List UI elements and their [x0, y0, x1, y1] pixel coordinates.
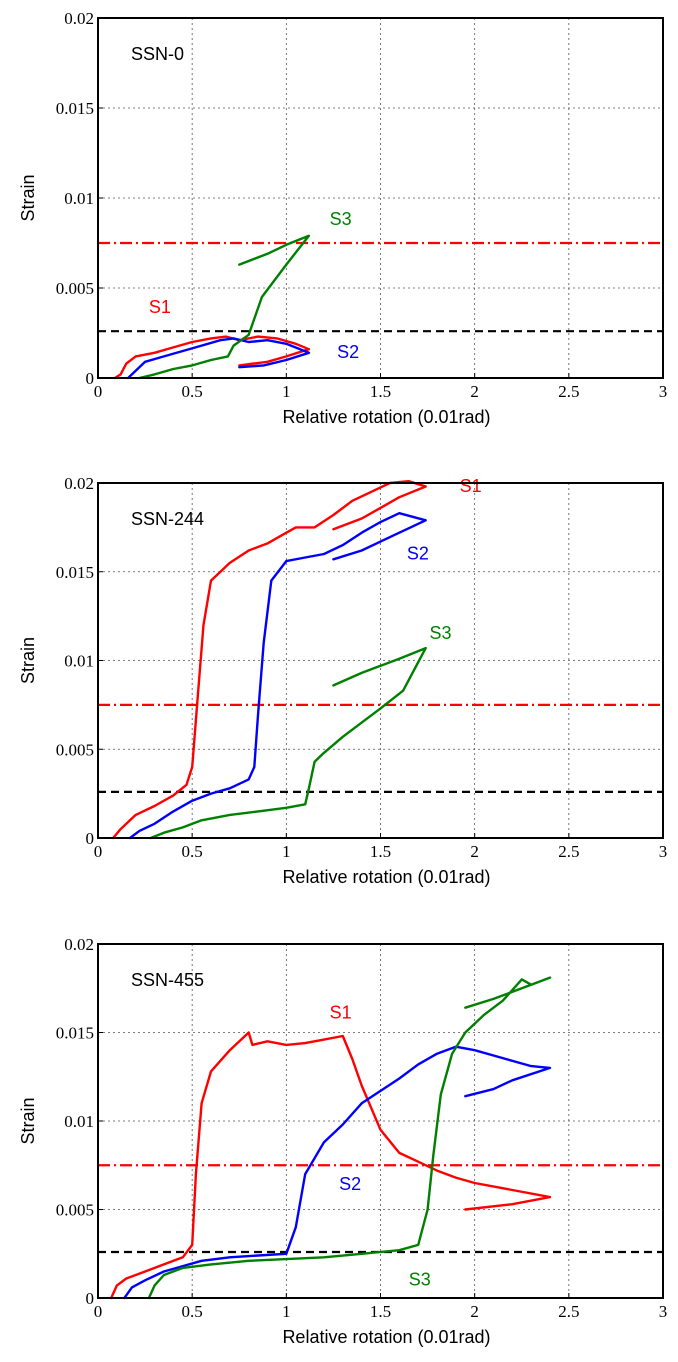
y-axis-label: Strain	[18, 1097, 38, 1144]
x-tick-label: 2	[470, 382, 479, 401]
series-line-s2	[128, 512, 427, 840]
series-label-s1: S1	[330, 1002, 352, 1022]
series-line-s1	[110, 1031, 552, 1300]
series-label-s2: S2	[339, 1174, 361, 1194]
y-tick-label: 0	[86, 829, 95, 848]
y-axis-label: Strain	[18, 637, 38, 684]
y-tick-label: 0	[86, 369, 95, 388]
x-tick-label: 0.5	[182, 382, 203, 401]
y-tick-label: 0.01	[64, 1112, 94, 1131]
x-tick-label: 2.5	[558, 842, 579, 861]
series-line-s3	[149, 646, 427, 840]
x-tick-label: 0.5	[182, 842, 203, 861]
x-tick-label: 3	[659, 1302, 668, 1321]
x-tick-label: 2.5	[558, 1302, 579, 1321]
y-tick-label: 0.01	[64, 189, 94, 208]
chart-panel-ssn-0: S1 S2 S3 0 0.5 1 1.5 2 2.5 3 0 0.005 0.01 0.015 0.02 SS…	[18, 9, 667, 427]
y-tick-label: 0.005	[56, 1201, 94, 1220]
x-tick-label: 2	[470, 1302, 479, 1321]
y-tick-label: 0.015	[56, 563, 94, 582]
y-tick-label: 0.005	[56, 279, 94, 298]
x-tick-label: 1	[282, 382, 291, 401]
y-tick-label: 0.005	[56, 740, 94, 759]
x-tick-label: 2.5	[558, 382, 579, 401]
x-tick-label: 3	[659, 382, 668, 401]
chart-panel-ssn-244: S1 S2 S3 0 0.5 1 1.5 2 2.5 3 0 0.005 0.01 0.015 0.02 SS…	[18, 474, 667, 887]
x-tick-label: 1.5	[370, 842, 391, 861]
series-line-s2	[126, 337, 311, 380]
y-tick-label: 0.02	[64, 474, 94, 493]
x-tick-label: 1	[282, 842, 291, 861]
y-axis-label: Strain	[18, 174, 38, 221]
panel-title: SSN-0	[131, 44, 184, 64]
y-tick-label: 0.02	[64, 9, 94, 28]
x-axis-label: Relative rotation (0.01rad)	[282, 1327, 490, 1347]
x-tick-label: 1.5	[370, 1302, 391, 1321]
x-tick-label: 3	[659, 842, 668, 861]
series-label-s2: S2	[337, 342, 359, 362]
series-line-s3	[147, 976, 552, 1300]
chart-panel-ssn-455: S1 S2 S3 0 0.5 1 1.5 2 2.5 3 0 0.005 0.01 0.015 0.02 SS…	[18, 935, 667, 1347]
y-tick-label: 0.02	[64, 935, 94, 954]
panel-title: SSN-455	[131, 970, 204, 990]
y-tick-label: 0.015	[56, 99, 94, 118]
series-line-s1	[113, 335, 311, 380]
series-line-s2	[123, 1045, 552, 1300]
x-axis-label: Relative rotation (0.01rad)	[282, 407, 490, 427]
series-line-s1	[111, 480, 427, 840]
x-tick-label: 0	[94, 842, 103, 861]
series-line-s3	[138, 234, 311, 380]
series-label-s3: S3	[330, 209, 352, 229]
x-tick-label: 2	[470, 842, 479, 861]
x-axis-label: Relative rotation (0.01rad)	[282, 867, 490, 887]
x-tick-label: 1	[282, 1302, 291, 1321]
x-tick-label: 1.5	[370, 382, 391, 401]
y-tick-label: 0.01	[64, 652, 94, 671]
series-label-s3: S3	[409, 1270, 431, 1290]
x-tick-label: 0	[94, 382, 103, 401]
x-tick-label: 0.5	[182, 1302, 203, 1321]
series-label-s1: S1	[149, 297, 171, 317]
panel-title: SSN-244	[131, 509, 204, 529]
series-label-s3: S3	[429, 623, 451, 643]
y-tick-label: 0	[86, 1289, 95, 1308]
series-label-s2: S2	[407, 543, 429, 563]
x-tick-label: 0	[94, 1302, 103, 1321]
y-tick-label: 0.015	[56, 1024, 94, 1043]
series-label-s1: S1	[460, 476, 482, 496]
